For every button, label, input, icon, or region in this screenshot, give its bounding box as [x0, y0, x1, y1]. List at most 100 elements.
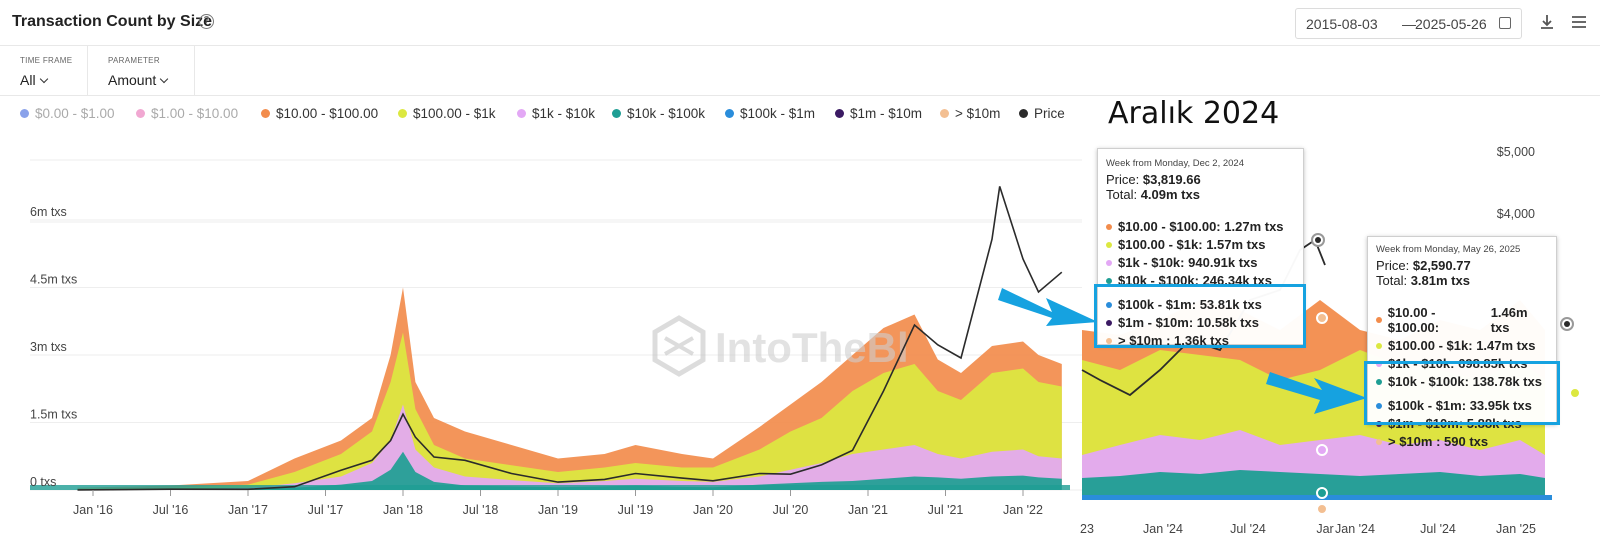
tooltip-head: Week from Monday, May 26, 2025 — [1376, 244, 1521, 255]
parameter-value: Amount — [108, 72, 169, 88]
date-separator: — — [1402, 16, 1416, 32]
x-tick-label-zoom: Jul '24 — [1230, 522, 1266, 536]
y-right-tick-label: $5,000 — [1497, 145, 1535, 159]
tooltip-price: Price: $2,590.77 — [1376, 258, 1471, 273]
calendar-icon — [1499, 17, 1511, 29]
timeframe-value: All — [20, 72, 48, 88]
page-title: Transaction Count by Size — [12, 13, 213, 30]
date-range-picker[interactable]: 2015-08-03 — 2025-05-26 — [1295, 8, 1522, 39]
y-tick-label: 4.5m txs — [30, 273, 77, 287]
tooltip-row: $1m - $10m: 10.58k txs — [1106, 315, 1295, 330]
legend-dot — [398, 109, 407, 118]
arrow-icon — [998, 288, 1098, 326]
series-marker — [1316, 444, 1328, 456]
y-tick-label: 0 txs — [30, 475, 56, 489]
x-tick-label-zoom: Jan '25 — [1496, 522, 1536, 536]
arrows — [998, 288, 1367, 414]
x-tick-label: Jul '17 — [308, 503, 344, 517]
x-tick-label: Jan '19 — [538, 503, 578, 517]
header-bar: Transaction Count by Size ? 2015-08-03 —… — [0, 0, 1600, 46]
x-tick-label: Jan '21 — [848, 503, 888, 517]
series-marker — [1316, 312, 1328, 324]
date-from: 2015-08-03 — [1306, 16, 1378, 32]
price-series — [77, 186, 1063, 491]
area--1k-10k — [77, 404, 1062, 490]
legend-item-s5[interactable]: $10k - $100k — [612, 106, 705, 121]
legend-item-s1[interactable]: $1.00 - $10.00 — [136, 106, 238, 121]
x-tick-label: Jul '21 — [928, 503, 964, 517]
legend-dot — [940, 109, 949, 118]
tooltip-row: > $10m : 590 txs — [1376, 434, 1548, 449]
price-marker-dot — [1315, 237, 1321, 243]
area-base-band — [30, 485, 1070, 490]
legend-item-s2[interactable]: $10.00 - $100.00 — [261, 106, 378, 121]
y-right-tick-label: $4,000 — [1497, 207, 1535, 221]
download-icon[interactable] — [1537, 12, 1557, 32]
watermark: IntoTheBl — [715, 324, 909, 371]
tooltip-row: $100.00 - $1k: 1.47m txs — [1376, 338, 1548, 353]
tooltip-row: $100.00 - $1k: 1.57m txs — [1106, 237, 1295, 252]
price-marker-dot — [1564, 321, 1570, 327]
highlight-box-1 — [1094, 284, 1306, 348]
x-tick-label: Jan '20 — [693, 503, 733, 517]
legend-dot — [725, 109, 734, 118]
legend-dot — [136, 109, 145, 118]
legend-item-s3[interactable]: $100.00 - $1k — [398, 106, 496, 121]
legend-item-s7[interactable]: $1m - $10m — [835, 106, 922, 121]
series-marker — [1316, 487, 1328, 499]
tooltip-price: Price: $3,819.66 — [1106, 172, 1201, 187]
tooltip-dec-2024: Week from Monday, Dec 2, 2024 Price: $3,8… — [1097, 148, 1304, 348]
x-tick-label: Jan '16 — [73, 503, 113, 517]
inset-area-3 — [1082, 470, 1545, 500]
tooltip-row: $1k - $10k: 940.91k txs — [1106, 255, 1295, 270]
x-tick-label-zoom: Jan '24 — [1143, 522, 1183, 536]
legend-dot — [612, 109, 621, 118]
watermark-logo-icon — [652, 315, 706, 377]
legend-dot — [835, 109, 844, 118]
legend-dot — [20, 109, 29, 118]
x-tick-label: Jan '18 — [383, 503, 423, 517]
y-tick-label: 6m txs — [30, 205, 67, 219]
legend-dot — [261, 109, 270, 118]
axes: 0 txs 1.5m txs 3m txs 4.5m txs 6m txs $5,000 $… — [30, 145, 1535, 517]
inset-base-band — [1082, 495, 1552, 500]
date-to: 2025-05-26 — [1415, 16, 1487, 32]
legend-item-s4[interactable]: $1k - $10k — [517, 106, 595, 121]
x-tick-label: Jul '18 — [463, 503, 499, 517]
legend-item-s6[interactable]: $100k - $1m — [725, 106, 815, 121]
series-marker — [1569, 387, 1581, 399]
tooltip-row: $100k - $1m: 53.81k txs — [1106, 297, 1295, 312]
price-line — [77, 186, 1063, 491]
tooltip-row: $10.00 - $100.00: 1.27m txs — [1106, 219, 1295, 234]
x-tick-label: Jul '19 — [618, 503, 654, 517]
x-tick-label-zoom: Jan '24 — [1335, 522, 1375, 536]
x-tick-label-zoom: Jar — [1316, 522, 1333, 536]
x-tick-label-zoom: 23 — [1080, 522, 1094, 536]
area--100-00-1k — [77, 332, 1062, 490]
parameter-select[interactable]: PARAMETER Amount — [88, 46, 195, 96]
x-tick-label: Jan '17 — [228, 503, 268, 517]
tooltip-total: Total: 3.81m txs — [1376, 273, 1470, 288]
tooltip-total: Total: 4.09m txs — [1106, 187, 1200, 202]
legend-item-price[interactable]: Price — [1019, 106, 1065, 121]
legend-item-s8[interactable]: > $10m — [940, 106, 1000, 121]
legend-dot — [517, 109, 526, 118]
x-tick-label: Jul '20 — [773, 503, 809, 517]
tooltip-row: > $10m : 1.36k txs — [1106, 333, 1295, 348]
x-tick-label: Jan '22 — [1003, 503, 1043, 517]
timeframe-select[interactable]: TIME FRAME All — [0, 46, 88, 96]
tooltip-row: $100k - $1m: 33.95k txs — [1376, 398, 1548, 413]
menu-icon[interactable] — [1570, 14, 1588, 30]
x-tick-label-zoom: Jul '24 — [1420, 522, 1456, 536]
legend-item-s0[interactable]: $0.00 - $1.00 — [20, 106, 115, 121]
help-icon[interactable]: ? — [199, 14, 214, 29]
series-marker — [1316, 503, 1328, 515]
highlight-box-2 — [1364, 361, 1560, 425]
y-tick-label: 3m txs — [30, 340, 67, 354]
tooltip-head: Week from Monday, Dec 2, 2024 — [1106, 158, 1244, 169]
y-tick-label: 1.5m txs — [30, 408, 77, 422]
parameter-label: PARAMETER — [108, 56, 160, 65]
timeframe-label: TIME FRAME — [20, 56, 73, 65]
tooltip-may-2025: Week from Monday, May 26, 2025 Price: $2,… — [1367, 236, 1557, 449]
